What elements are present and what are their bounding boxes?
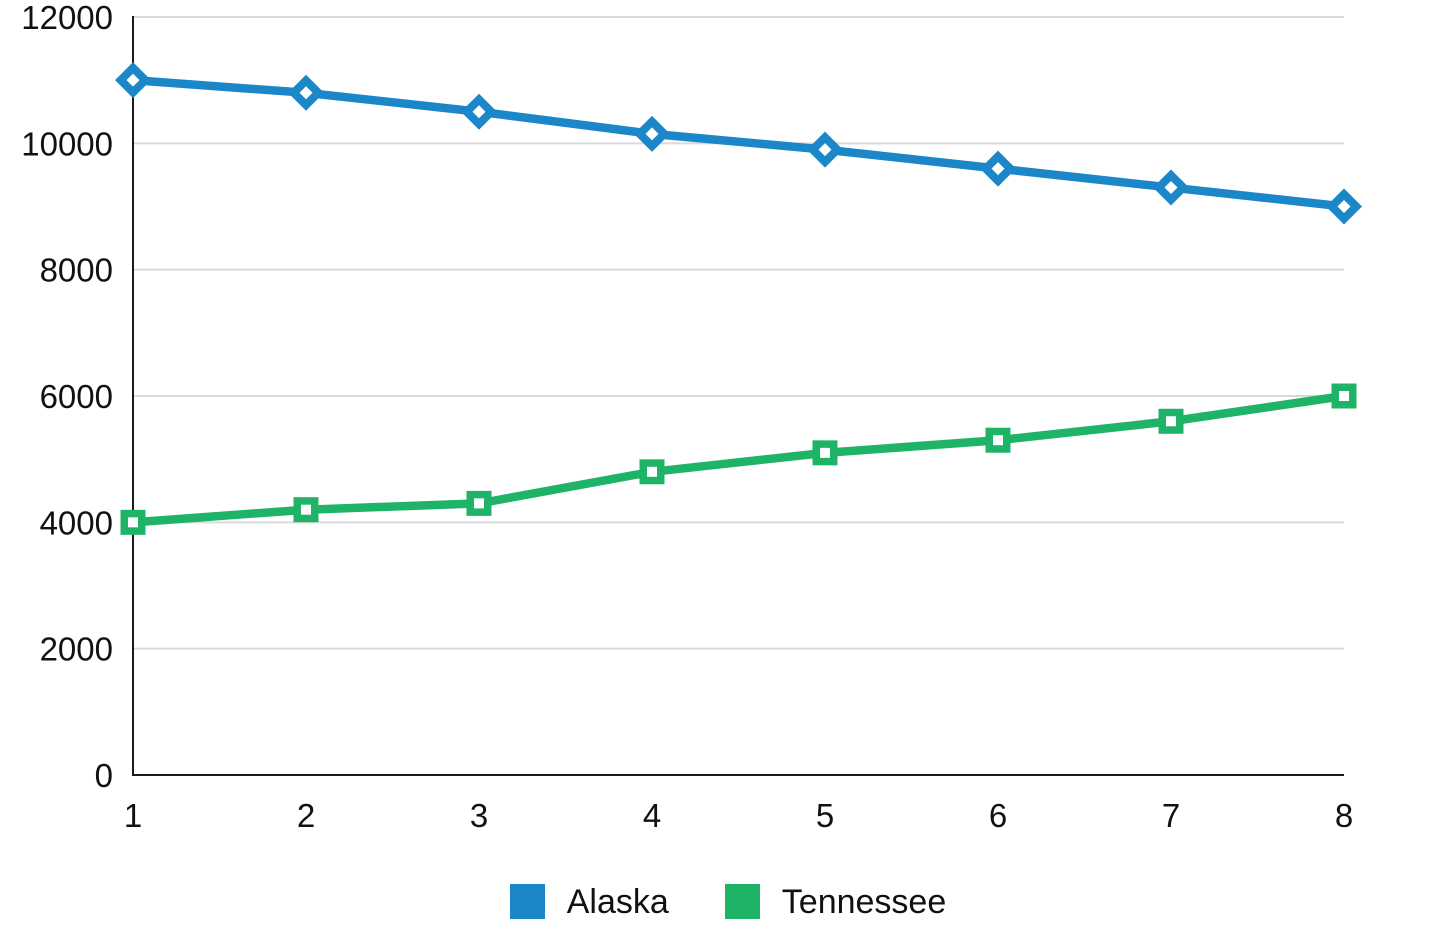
x-tick-label: 1 bbox=[124, 797, 142, 834]
series-line-tennessee bbox=[128, 391, 1349, 527]
chart-legend: Alaska Tennessee bbox=[0, 884, 1456, 919]
marker-hole bbox=[1166, 416, 1176, 427]
marker-hole bbox=[299, 86, 313, 100]
legend-swatch-alaska bbox=[509, 884, 545, 919]
marker-hole bbox=[474, 498, 484, 509]
x-tick-label: 5 bbox=[816, 797, 834, 834]
legend-label-tennessee: Tennessee bbox=[781, 882, 947, 921]
marker-hole bbox=[1164, 181, 1178, 195]
y-tick-label: 0 bbox=[95, 757, 113, 794]
legend-swatch-tennessee bbox=[724, 884, 760, 919]
x-tick-label: 4 bbox=[643, 797, 661, 834]
x-tick-label: 8 bbox=[1335, 797, 1353, 834]
marker-hole bbox=[993, 435, 1003, 446]
marker-hole bbox=[1339, 391, 1349, 401]
marker-hole bbox=[645, 127, 659, 141]
y-tick-label: 6000 bbox=[40, 378, 113, 415]
marker-hole bbox=[301, 504, 311, 515]
legend-label-alaska: Alaska bbox=[566, 882, 669, 921]
legend-item-alaska: Alaska bbox=[509, 882, 669, 921]
marker-hole bbox=[126, 73, 140, 87]
y-tick-label: 12000 bbox=[21, 0, 113, 36]
marker-hole bbox=[472, 105, 486, 119]
marker-hole bbox=[1337, 200, 1351, 213]
x-tick-label: 7 bbox=[1162, 797, 1180, 834]
series-line-alaska bbox=[128, 75, 1349, 211]
y-tick-label: 10000 bbox=[21, 125, 113, 162]
marker-hole bbox=[820, 447, 830, 458]
y-tick-label: 8000 bbox=[40, 252, 113, 289]
y-tick-label: 4000 bbox=[40, 504, 113, 541]
x-tick-label: 3 bbox=[470, 797, 488, 834]
y-tick-label: 2000 bbox=[40, 631, 113, 668]
legend-item-tennessee: Tennessee bbox=[724, 882, 947, 921]
marker-hole bbox=[647, 466, 657, 477]
x-tick-label: 2 bbox=[297, 797, 315, 834]
marker-hole bbox=[128, 517, 138, 528]
marker-hole bbox=[818, 143, 832, 157]
marker-hole bbox=[991, 162, 1005, 176]
x-tick-label: 6 bbox=[989, 797, 1007, 834]
plot-area: 0 2000 4000 6000 8000 10000 12000 1 2 3 4 5 6 7 8 bbox=[21, 0, 1362, 834]
